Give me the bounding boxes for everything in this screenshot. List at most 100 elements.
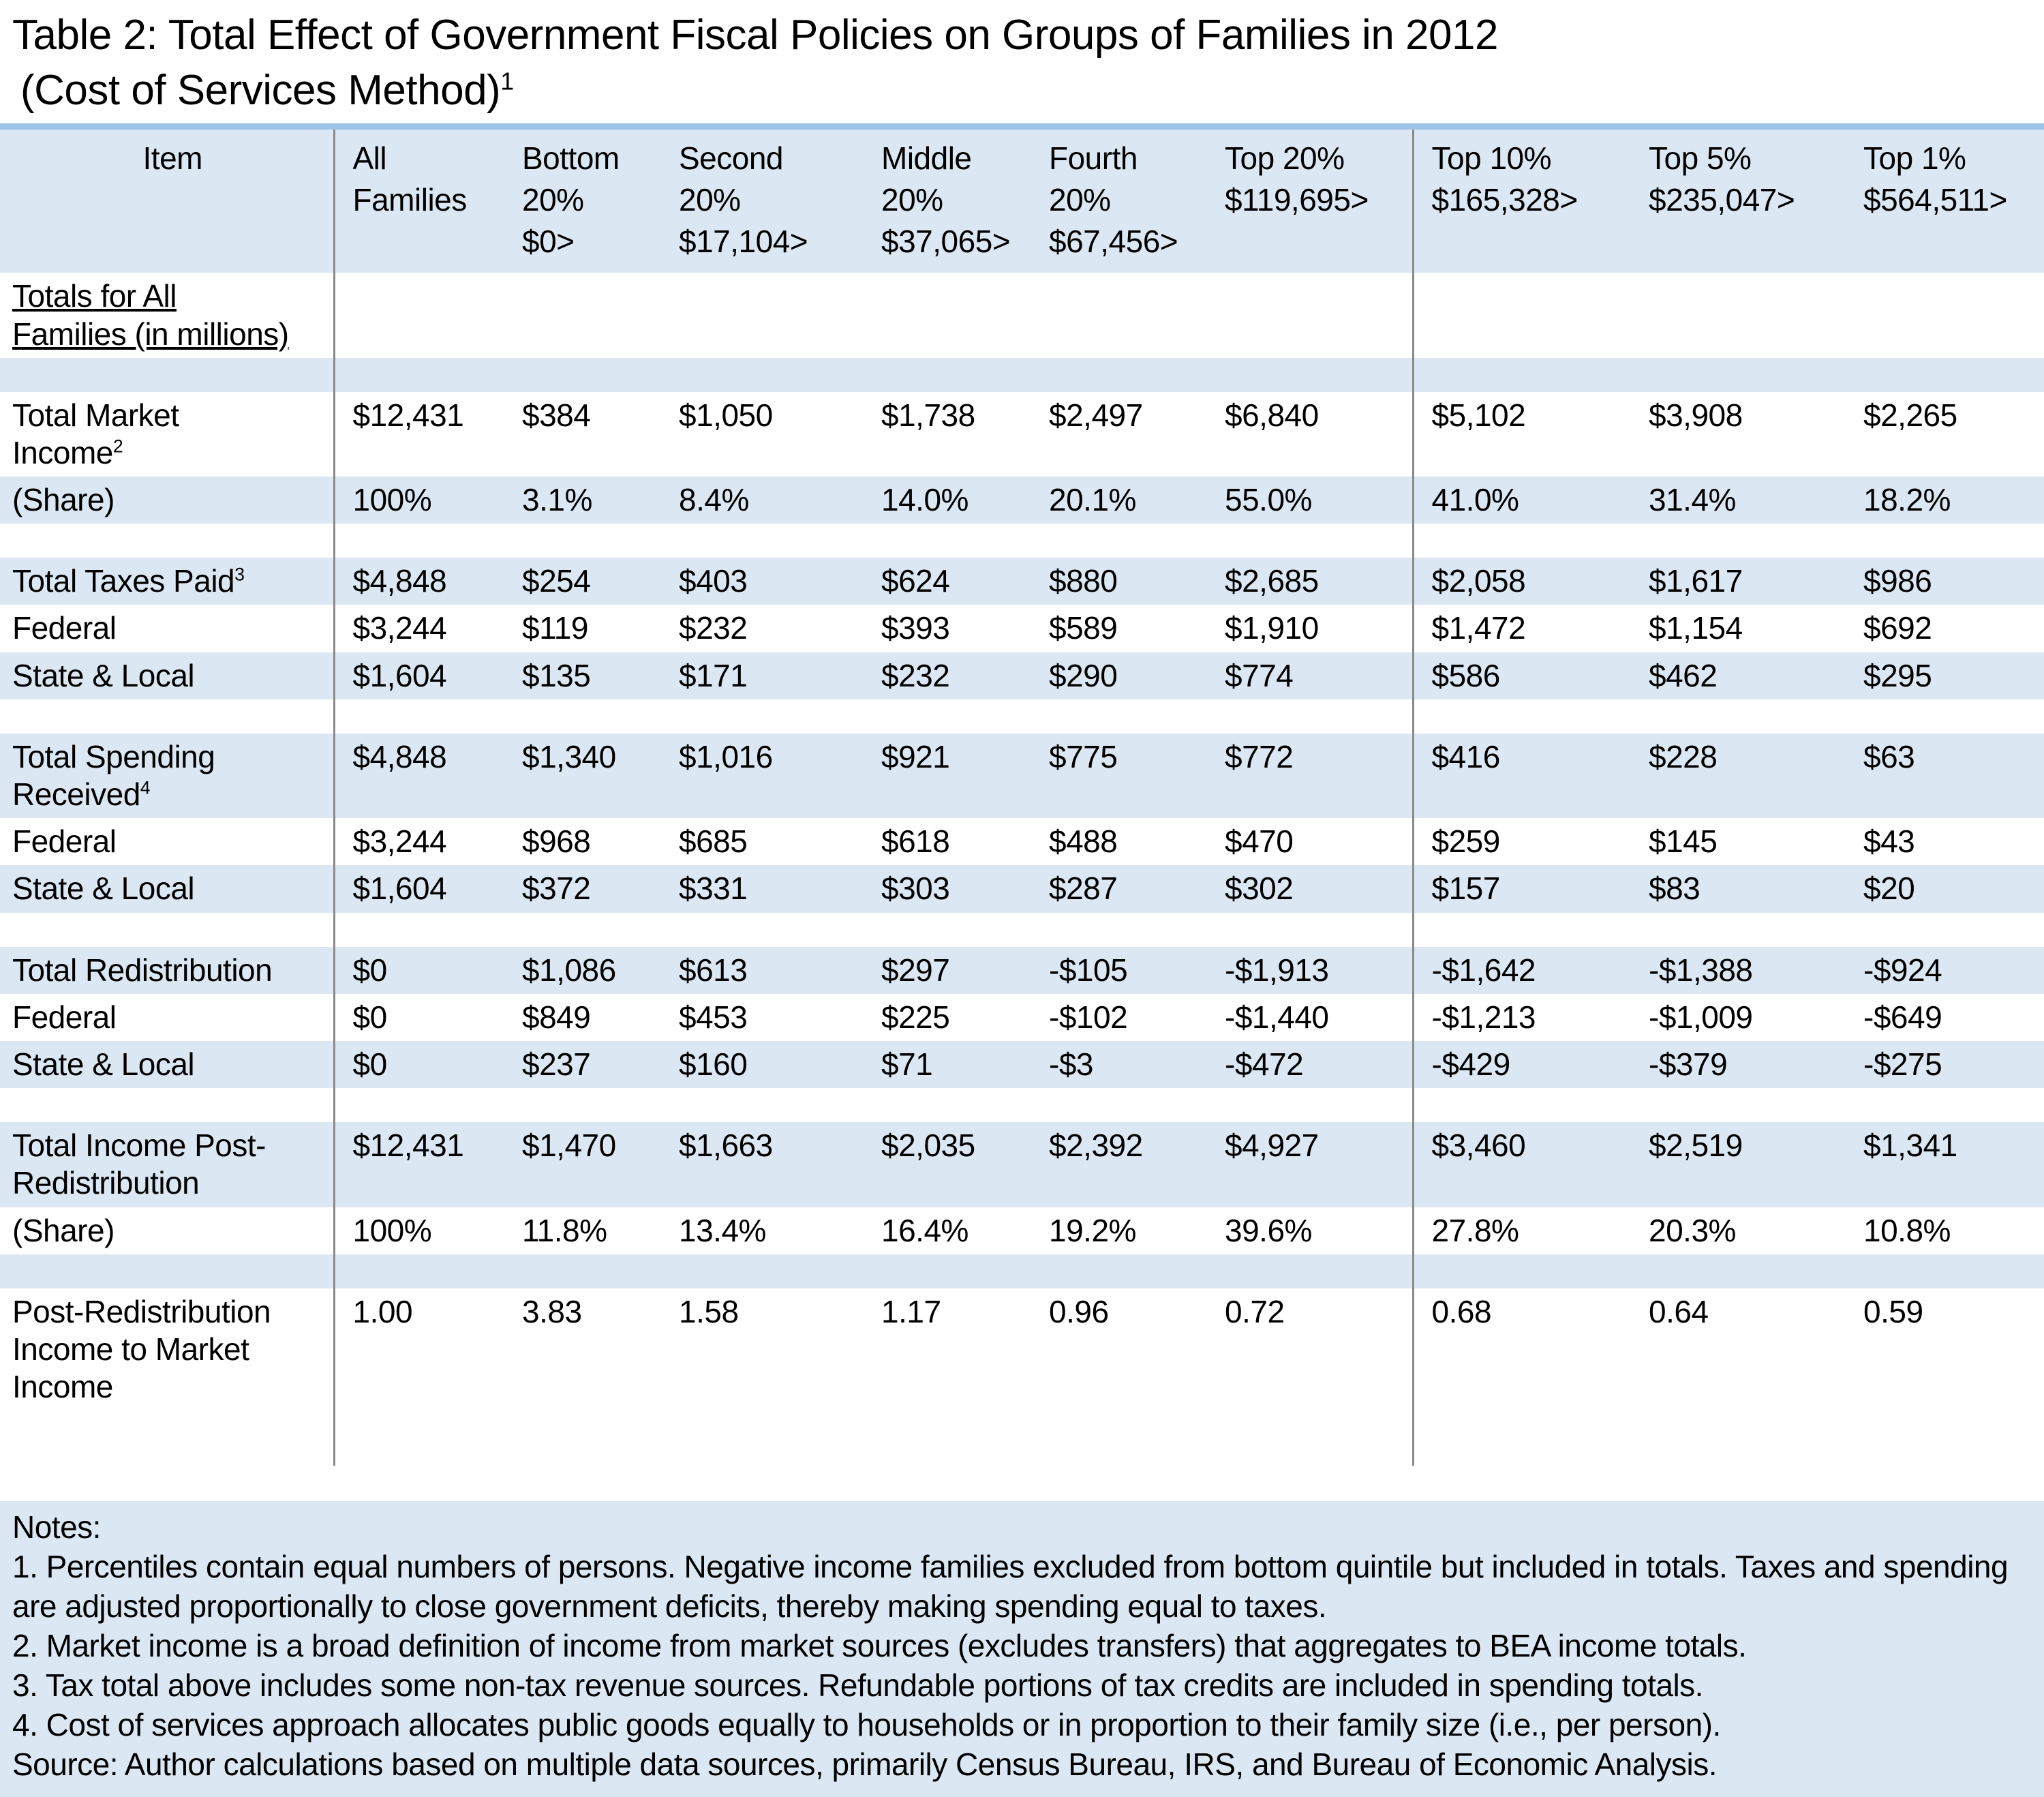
- row-label: Total Market Income2: [0, 391, 335, 477]
- table-cell: 100%: [352, 1212, 432, 1248]
- table-row: Federal $3,244 $968 $685 $618 $488 $470 $259 $14…: [0, 818, 2044, 866]
- table-notes-gap: [0, 1466, 2044, 1501]
- table-cell: [1413, 273, 1631, 357]
- table-cell: $921: [881, 738, 950, 774]
- table-cell: [1846, 699, 2044, 734]
- table-cell: [1631, 1088, 1846, 1122]
- table-cell: $297: [881, 952, 950, 988]
- table-cell: $2,519: [1649, 1128, 1743, 1164]
- row-label: Totals for All Families (in millions): [0, 273, 335, 358]
- table-cell: [661, 273, 864, 357]
- table-cell: $0: [352, 1046, 388, 1082]
- spacer-row: [0, 524, 2044, 558]
- table-cell: 16.4%: [881, 1212, 968, 1248]
- notes-heading: Notes:: [12, 1509, 101, 1545]
- table-cell: [1031, 1254, 1207, 1288]
- row-label-text: (Share): [12, 482, 115, 518]
- header-row: Item All Families Bottom 20% $0> Second 20%…: [0, 126, 2044, 273]
- table-cell: 13.4%: [679, 1212, 766, 1248]
- table-cell: -$1,009: [1649, 999, 1753, 1035]
- table-cell: -$649: [1863, 999, 1942, 1035]
- table-cell: [1413, 524, 1631, 558]
- table-cell: -$924: [1863, 952, 1942, 988]
- table-cell: 20.3%: [1649, 1212, 1736, 1248]
- table-cell: $1,154: [1649, 610, 1743, 646]
- footnote-marker: 4: [140, 777, 151, 798]
- table-cell: [661, 913, 864, 947]
- table-cell: $232: [881, 657, 950, 693]
- table-cell: -$379: [1649, 1046, 1728, 1082]
- table-cell: $12,431: [352, 397, 464, 433]
- table-cell: $772: [1207, 733, 1414, 819]
- table-cell: $775: [1049, 738, 1118, 774]
- table-cell: $1,050: [679, 397, 773, 433]
- table-cell: 1.17: [881, 1293, 941, 1329]
- row-label: [0, 699, 335, 734]
- table-cell: $302: [1207, 865, 1414, 913]
- title-text-1: Table 2: Total Effect of Government Fisc…: [12, 12, 1498, 59]
- table-cell: -$105: [1049, 952, 1128, 988]
- table-cell: $4,927: [1207, 1122, 1414, 1207]
- table-row: Federal $0 $849 $453 $225 -$102 -$1,440 -$1,213…: [0, 993, 2044, 1041]
- table-cell: $685: [679, 824, 748, 860]
- table-cell: 27.8%: [1431, 1212, 1519, 1248]
- table-cell: $287: [1049, 871, 1118, 907]
- table-cell: [1413, 1254, 1631, 1288]
- title-text-2: (Cost of Services Method): [20, 66, 501, 114]
- table-cell: [1846, 1254, 2044, 1288]
- table-cell: [864, 699, 1031, 734]
- row-label-text: Total Income Post- Redistribution: [12, 1128, 266, 1201]
- table-cell: $384: [522, 397, 591, 433]
- table-cell: [1413, 1088, 1631, 1122]
- table-cell: $613: [679, 952, 748, 988]
- row-label-text: Federal: [12, 824, 117, 860]
- table-cell: $3,244: [352, 824, 447, 860]
- row-label: (Share): [0, 477, 335, 524]
- table-cell: $0: [352, 952, 388, 988]
- row-label-text: Post-Redistribution Income to Market Inc…: [12, 1293, 271, 1405]
- spacer-row: [0, 912, 2044, 947]
- note-line: 3. Tax total above includes some non-tax…: [12, 1667, 1703, 1704]
- row-label: Federal: [0, 605, 335, 652]
- table-cell: [1031, 273, 1207, 357]
- row-label: State & Local: [0, 652, 335, 699]
- fiscal-effects-table: Item All Families Bottom 20% $0> Second 20%…: [0, 123, 2044, 1466]
- row-label-text: Federal: [12, 610, 117, 646]
- table-cell: $5,102: [1431, 397, 1526, 433]
- column-header-top-20: Top 20% $119,695>: [1207, 126, 1414, 273]
- table-cell: $20: [1863, 871, 1915, 907]
- table-cell: -$472: [1207, 1040, 1414, 1089]
- column-header-top-5: Top 5% $235,047>: [1649, 140, 1795, 217]
- column-header-second-20: Second 20% $17,104>: [679, 140, 808, 259]
- title-line-2: (Cost of Services Method)1: [12, 63, 2037, 119]
- row-label: Federal: [0, 993, 335, 1041]
- table-cell: [1031, 1088, 1207, 1122]
- table-cell: [334, 273, 504, 357]
- table-cell: 8.4%: [679, 482, 749, 518]
- table-cell: $453: [679, 999, 748, 1035]
- table-cell: [334, 699, 504, 734]
- table-row: (Share) 100% 11.8% 13.4% 16.4% 19.2% 39.6% 27.8…: [0, 1207, 2044, 1254]
- table-cell: $589: [1049, 610, 1118, 646]
- table-cell: [1846, 358, 2044, 392]
- table-cell: $1,470: [522, 1128, 616, 1164]
- row-label: Post-Redistribution Income to Market Inc…: [0, 1288, 335, 1466]
- table-cell: $1,617: [1649, 563, 1743, 599]
- table-cell: $2,265: [1863, 397, 1957, 433]
- table-cell: $1,604: [352, 871, 447, 907]
- table-cell: -$1,388: [1649, 952, 1753, 988]
- table-cell: $3,460: [1431, 1128, 1526, 1164]
- title-footnote-marker: 1: [500, 66, 514, 95]
- table-cell: $2,392: [1049, 1128, 1143, 1164]
- table-cell: $254: [522, 563, 591, 599]
- table-cell: 0.59: [1863, 1293, 1923, 1329]
- table-cell: [864, 273, 1031, 357]
- table-cell: [1207, 524, 1414, 558]
- table-cell: 1.58: [679, 1293, 739, 1329]
- table-cell: $237: [522, 1046, 591, 1082]
- table-cell: 0.64: [1649, 1293, 1709, 1329]
- table-cell: [1413, 358, 1631, 392]
- table-cell: $968: [522, 824, 591, 860]
- table-cell: [1413, 699, 1631, 734]
- column-header-item: Item: [0, 126, 335, 273]
